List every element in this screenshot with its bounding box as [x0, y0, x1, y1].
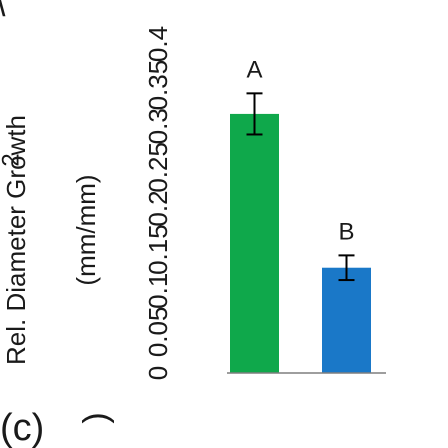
y-tick-label: 0.1 — [143, 273, 173, 309]
partial-text-bottom: _ — [257, 421, 274, 448]
partial-text-right-edge: ) — [77, 412, 115, 423]
y-tick-label: 0.35 — [143, 60, 173, 111]
bar — [230, 113, 279, 373]
y-axis-unit-label: (mm/mm) — [71, 174, 101, 285]
y-tick-label: 0.2 — [143, 190, 173, 226]
y-axis-label: Rel. Diameter Growth — [1, 115, 31, 365]
y-tick-label: 0 — [143, 366, 173, 380]
y-tick-label: 0.4 — [143, 26, 173, 62]
partial-text-left-edge: 2 — [0, 153, 24, 166]
error-bar — [246, 92, 263, 136]
y-axis-ticks: 0 0.050.10.150.20.250.30.350.4 — [143, 26, 173, 380]
bar — [322, 267, 371, 373]
partial-text-top-left: \ — [0, 0, 6, 24]
bars: AB — [230, 56, 371, 373]
panel-label: (c) — [0, 407, 44, 448]
y-tick-label: 0.3 — [143, 108, 173, 144]
error-bar — [338, 254, 355, 282]
y-tick-label: 0.15 — [143, 224, 173, 275]
significance-letter: B — [338, 218, 354, 245]
y-tick-label: 0.25 — [143, 142, 173, 193]
significance-letter: A — [246, 56, 262, 83]
y-tick-label: 0.05 — [143, 307, 173, 358]
